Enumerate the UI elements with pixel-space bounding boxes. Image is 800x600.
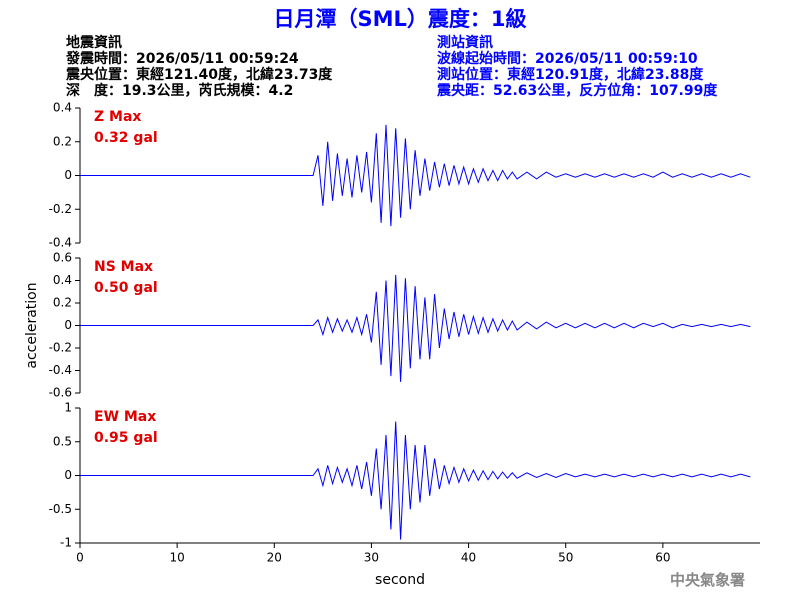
y-tick-label: 0 <box>64 168 72 182</box>
y-tick-label: 0.2 <box>53 296 72 310</box>
info-line: 測站位置：東經120.91度，北緯23.88度 <box>437 66 704 83</box>
x-tick-label: 30 <box>364 551 379 565</box>
title: 日月潭（SML）震度：1級 <box>273 7 526 31</box>
info-line: 震央距：52.63公里，反方位角：107.99度 <box>436 82 718 99</box>
annotation: 0.32 gal <box>94 130 158 146</box>
annotation: 0.50 gal <box>94 280 158 296</box>
annotation: 0.95 gal <box>94 430 158 446</box>
waveform <box>80 274 751 382</box>
footer: 中央氣象署 <box>670 571 745 589</box>
waveform <box>80 124 751 227</box>
info-line: 波線起始時間：2026/05/11 00:59:10 <box>437 50 698 67</box>
x-tick-label: 40 <box>461 551 476 565</box>
annotation: Z Max <box>94 109 141 125</box>
y-tick-label: -0.2 <box>49 341 72 355</box>
x-tick-label: 50 <box>558 551 573 565</box>
x-axis-label: second <box>375 572 425 588</box>
y-tick-label: -0.4 <box>49 363 72 377</box>
y-tick-label: -0.2 <box>49 202 72 216</box>
event-info: 地震資訊 發震時間：2026/05/11 00:59:24 震央位置：東經121… <box>65 34 333 99</box>
info-line: 發震時間：2026/05/11 00:59:24 <box>65 50 299 67</box>
annotation: EW Max <box>94 409 156 425</box>
y-tick-label: 0.6 <box>53 251 72 265</box>
y-tick-label: 0.5 <box>53 434 72 448</box>
y-tick-label: 0 <box>64 468 72 482</box>
info-line: 地震資訊 <box>66 34 122 51</box>
x-tick-label: 20 <box>267 551 282 565</box>
annotation: NS Max <box>94 259 153 275</box>
y-axis-label: acceleration <box>24 282 40 368</box>
info-line: 深 度：19.3公里，芮氏規模：4.2 <box>66 82 293 99</box>
info-line: 測站資訊 <box>437 34 493 51</box>
y-tick-label: -0.5 <box>49 502 72 516</box>
station-info: 測站資訊 波線起始時間：2026/05/11 00:59:10 測站位置：東經1… <box>436 34 718 99</box>
y-tick-label: 1 <box>64 401 72 415</box>
y-tick-label: -0.4 <box>49 236 72 250</box>
y-tick-label: 0.2 <box>53 134 72 148</box>
y-tick-label: 0.4 <box>53 273 72 287</box>
y-tick-label: 0 <box>64 318 72 332</box>
x-tick-label: 60 <box>655 551 670 565</box>
x-tick-label: 10 <box>170 551 185 565</box>
waveform <box>80 421 751 540</box>
info-line: 震央位置：東經121.40度，北緯23.73度 <box>65 66 333 83</box>
y-tick-label: 0.4 <box>53 101 72 115</box>
x-tick-label: 0 <box>76 551 84 565</box>
y-tick-label: -0.6 <box>49 386 72 400</box>
y-tick-label: -1 <box>60 536 72 550</box>
